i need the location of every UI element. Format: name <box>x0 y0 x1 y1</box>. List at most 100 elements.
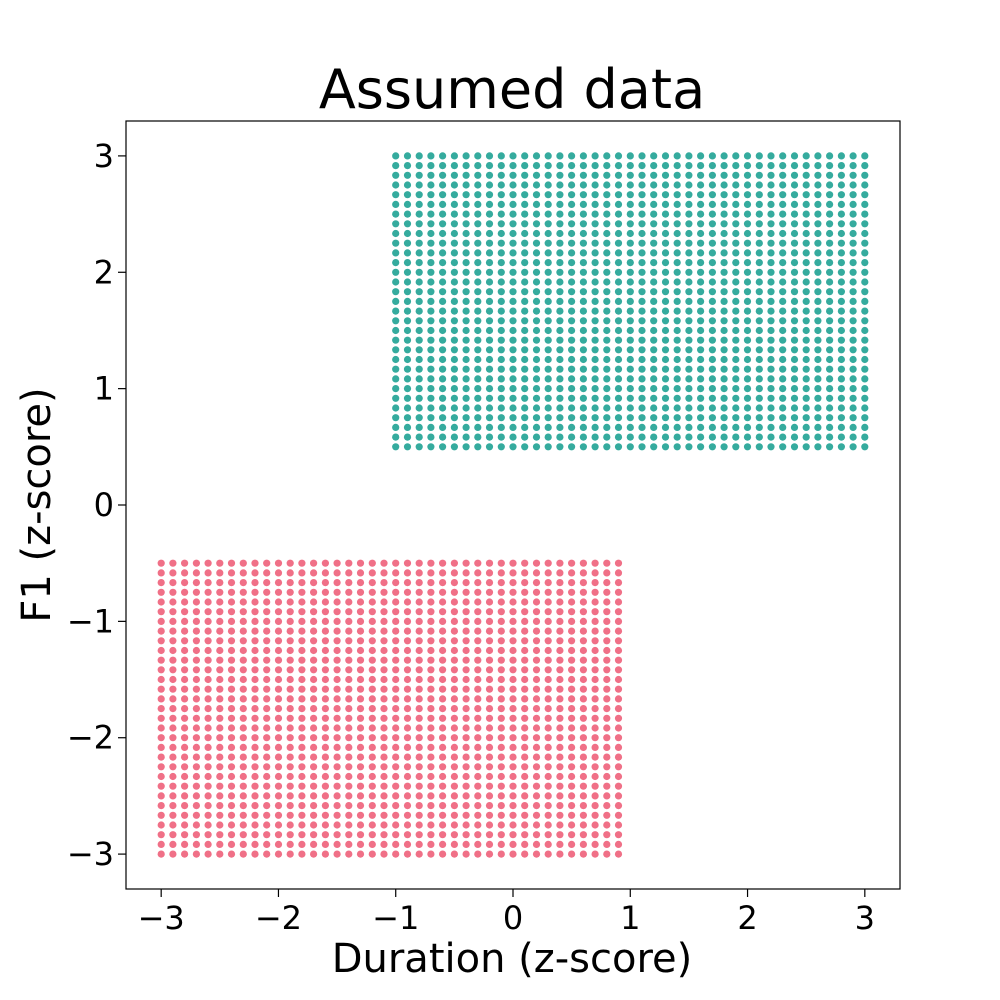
data-point <box>169 569 177 577</box>
data-point <box>743 365 752 373</box>
data-point <box>673 162 681 170</box>
data-point <box>157 811 165 819</box>
data-point <box>638 229 646 238</box>
data-point <box>509 297 517 305</box>
data-point <box>544 346 552 354</box>
data-point <box>380 627 388 635</box>
data-point <box>368 811 376 819</box>
data-point <box>614 385 623 393</box>
data-point <box>204 831 212 839</box>
data-point <box>415 714 423 722</box>
data-point <box>532 608 541 616</box>
data-point <box>544 598 552 606</box>
data-point <box>227 695 236 703</box>
data-point <box>732 229 740 238</box>
data-point <box>755 394 763 402</box>
data-point <box>439 588 447 596</box>
data-point <box>333 685 341 693</box>
data-point <box>333 802 341 810</box>
data-point <box>556 714 564 722</box>
data-point <box>462 811 470 819</box>
data-point <box>345 579 353 587</box>
data-point <box>439 763 447 771</box>
data-point <box>368 734 376 742</box>
data-point <box>439 743 447 752</box>
data-point <box>532 811 541 819</box>
data-point <box>614 365 623 373</box>
data-point <box>227 569 236 577</box>
data-point <box>697 210 705 218</box>
data-point <box>392 588 400 596</box>
data-point <box>251 763 259 771</box>
data-point <box>474 608 482 616</box>
data-point <box>427 365 435 373</box>
data-point <box>837 181 846 189</box>
data-point <box>591 423 599 431</box>
data-point <box>591 191 599 199</box>
data-point <box>790 346 799 354</box>
data-point <box>568 355 576 364</box>
data-point <box>380 724 388 732</box>
data-point <box>321 831 329 839</box>
data-point <box>743 404 752 412</box>
data-point <box>579 288 588 296</box>
data-point <box>403 675 412 684</box>
data-point <box>415 326 423 335</box>
data-point <box>439 850 447 858</box>
data-point <box>591 617 599 626</box>
data-point <box>286 617 294 626</box>
data-point <box>767 443 775 451</box>
data-point <box>474 772 482 781</box>
data-point <box>814 394 822 402</box>
data-point <box>274 579 283 587</box>
data-point <box>497 443 505 451</box>
data-point <box>462 229 470 238</box>
data-point <box>544 772 552 781</box>
data-point <box>591 627 599 635</box>
data-point <box>521 162 529 170</box>
data-point <box>556 239 564 247</box>
data-point <box>568 229 576 238</box>
data-point <box>427 666 435 674</box>
data-point <box>485 724 494 732</box>
data-point <box>509 559 517 567</box>
data-point <box>263 753 271 761</box>
data-point <box>380 579 388 587</box>
data-point <box>521 375 529 383</box>
data-point <box>673 423 681 431</box>
data-point <box>392 734 400 742</box>
data-point <box>192 772 200 781</box>
data-point <box>204 656 212 664</box>
data-point <box>497 656 505 664</box>
data-point <box>415 802 423 810</box>
data-point <box>310 753 318 761</box>
data-point <box>474 792 482 800</box>
data-point <box>321 782 329 790</box>
data-point <box>321 821 329 829</box>
data-point <box>462 559 470 567</box>
data-point <box>626 200 634 208</box>
data-point <box>755 317 763 325</box>
data-point <box>192 763 200 771</box>
data-point <box>321 763 329 771</box>
data-point <box>497 714 505 722</box>
data-point <box>779 152 787 160</box>
data-point <box>157 559 165 567</box>
data-point <box>310 734 318 742</box>
data-point <box>790 191 799 199</box>
data-point <box>556 831 564 839</box>
data-point <box>462 259 470 267</box>
data-point <box>204 782 212 790</box>
data-point <box>274 782 283 790</box>
data-point <box>837 171 846 179</box>
data-point <box>450 162 458 170</box>
data-point <box>532 229 541 238</box>
data-point <box>743 162 752 170</box>
data-point <box>603 734 611 742</box>
data-point <box>638 239 646 247</box>
data-point <box>415 210 423 218</box>
data-point <box>380 850 388 858</box>
data-point <box>544 394 552 402</box>
data-point <box>614 268 623 276</box>
data-point <box>544 802 552 810</box>
